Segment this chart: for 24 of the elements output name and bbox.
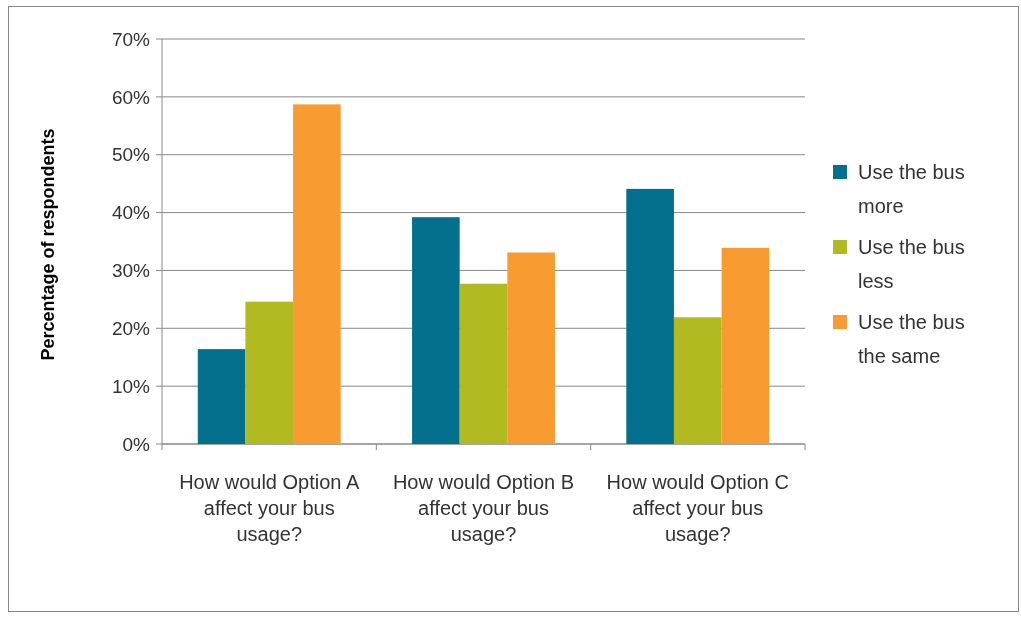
bar (245, 301, 294, 444)
y-axis-title: Percentage of respondents (38, 128, 58, 361)
y-tick-label: 70% (111, 28, 151, 50)
legend-label: Use the bus more (858, 161, 965, 217)
y-tick-label: 10% (111, 375, 151, 397)
x-tick-label: How would Option A affect your bus usage? (179, 471, 360, 545)
bar (293, 104, 341, 444)
bar (626, 188, 674, 444)
y-tick-label: 30% (111, 260, 151, 282)
bar (721, 247, 770, 444)
y-tick-label: 0% (122, 433, 151, 455)
y-tick-label: 40% (111, 202, 151, 224)
legend-label: Use the bus less (858, 236, 965, 292)
bar (673, 317, 722, 444)
legend-label: Use the bus the same (858, 311, 965, 367)
y-tick-label: 20% (111, 317, 151, 339)
x-tick-label: How would Option B affect your bus usage? (392, 471, 575, 545)
bar (507, 252, 555, 444)
x-tick-label: How would Option C affect your bus usage? (606, 471, 789, 545)
y-tick-label: 60% (111, 86, 151, 108)
bar (197, 349, 246, 444)
y-tick-label: 50% (111, 144, 151, 166)
bar (459, 283, 508, 444)
bar (412, 217, 460, 444)
